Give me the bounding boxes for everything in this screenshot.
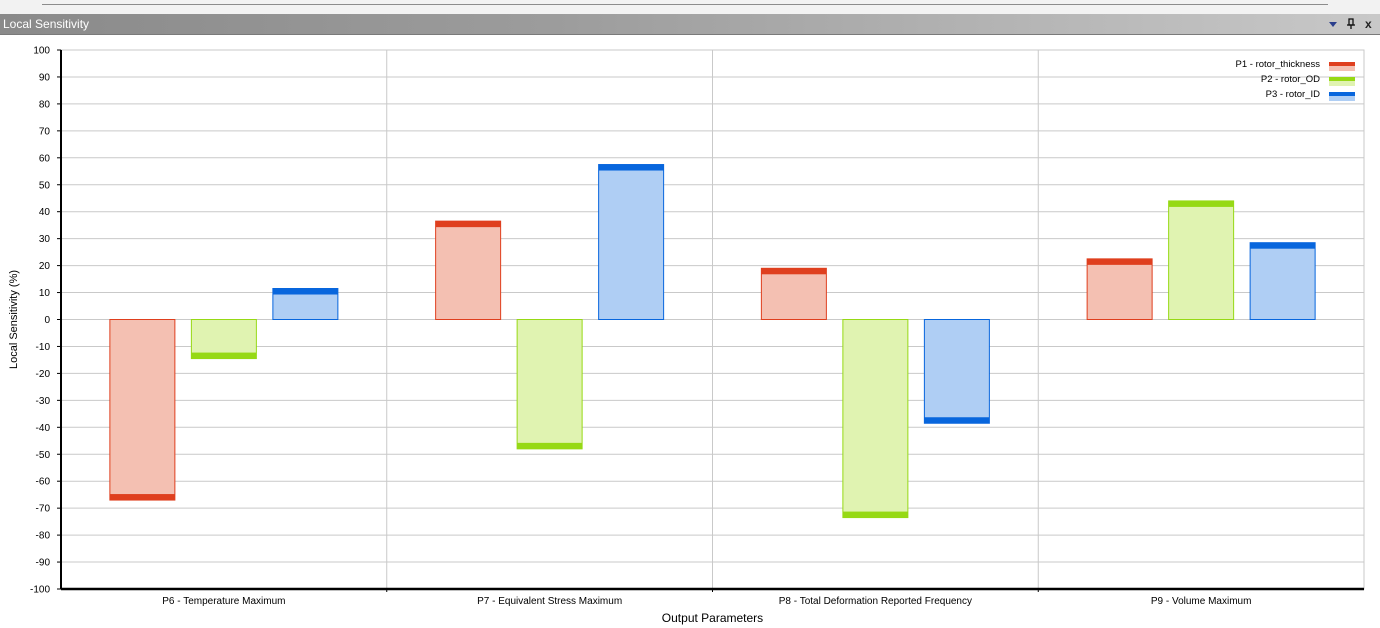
y-tick-label: 30 [39, 234, 51, 245]
panel-titlebar: Local Sensitivity x [0, 14, 1380, 35]
bar-cap-p3 [924, 417, 990, 424]
bar-cap-p3 [272, 288, 338, 295]
bar-cap-p2 [191, 352, 257, 359]
y-tick-label: 40 [39, 207, 51, 218]
y-axis-title: Local Sensitivity (%) [8, 270, 20, 369]
bar-p2 [516, 319, 583, 450]
bar-p2 [190, 319, 257, 360]
bar-p1 [109, 319, 176, 501]
legend-label: P3 - rotor_ID [1266, 89, 1321, 100]
pin-icon[interactable] [1346, 16, 1356, 36]
legend-swatch-fill [1329, 81, 1355, 86]
bar-cap-p3 [598, 164, 664, 171]
bar-cap-p1 [435, 221, 501, 228]
x-tick-label: P7 - Equivalent Stress Maximum [477, 596, 622, 607]
x-tick-label: P8 - Total Deformation Reported Frequenc… [779, 596, 972, 607]
y-tick-label: 50 [39, 180, 51, 191]
triangle-down-icon[interactable] [1328, 16, 1338, 36]
y-tick-label: -40 [36, 423, 51, 434]
close-icon[interactable]: x [1365, 17, 1372, 31]
x-axis-title: Output Parameters [662, 611, 763, 625]
toolbar-divider [42, 4, 1328, 5]
legend-swatch-edge [1329, 62, 1355, 66]
y-tick-label: 0 [44, 315, 50, 326]
bar-p3 [923, 319, 990, 424]
legend-swatch-fill [1329, 96, 1355, 101]
y-tick-label: 10 [39, 288, 51, 299]
bar-cap-p3 [1250, 242, 1316, 249]
y-tick-label: -60 [36, 477, 51, 488]
y-tick-label: -20 [36, 369, 51, 380]
x-tick-label: P9 - Volume Maximum [1151, 596, 1252, 607]
bar-cap-p1 [109, 494, 175, 501]
sensitivity-chart: 1009080706050403020100-10-20-30-40-50-60… [8, 46, 1365, 625]
bar-p2 [842, 319, 909, 519]
bar-p2 [1168, 200, 1235, 320]
bar-cap-p2 [1168, 200, 1234, 207]
panel-title: Local Sensitivity [3, 17, 90, 31]
y-tick-label: 90 [39, 72, 51, 83]
y-tick-label: -80 [36, 531, 51, 542]
y-tick-label: -50 [36, 450, 51, 461]
legend-label: P1 - rotor_thickness [1236, 59, 1321, 70]
bar-p3 [598, 164, 665, 320]
legend-swatch-edge [1329, 77, 1355, 81]
bar-cap-p1 [1087, 258, 1153, 265]
legend-swatch-edge [1329, 92, 1355, 96]
y-tick-label: 70 [39, 126, 51, 137]
bar-p1 [760, 267, 827, 320]
y-tick-label: 20 [39, 261, 51, 272]
y-tick-label: -90 [36, 558, 51, 569]
bar-cap-p1 [761, 268, 827, 275]
legend-swatch-fill [1329, 66, 1355, 71]
x-tick-label: P6 - Temperature Maximum [162, 596, 285, 607]
top-toolbar-strip [0, 0, 1380, 14]
y-tick-label: -100 [30, 585, 50, 596]
y-tick-label: 60 [39, 153, 51, 164]
bar-cap-p2 [517, 442, 583, 449]
y-tick-label: -30 [36, 396, 51, 407]
bar-p1 [1086, 258, 1153, 321]
bar-p3 [1249, 242, 1316, 321]
legend-label: P2 - rotor_OD [1261, 74, 1320, 85]
y-tick-label: -10 [36, 342, 51, 353]
bar-p1 [435, 220, 502, 321]
y-tick-label: 100 [33, 46, 50, 57]
bar-cap-p2 [842, 511, 908, 518]
y-tick-label: 80 [39, 99, 51, 110]
y-tick-label: -70 [36, 504, 51, 515]
